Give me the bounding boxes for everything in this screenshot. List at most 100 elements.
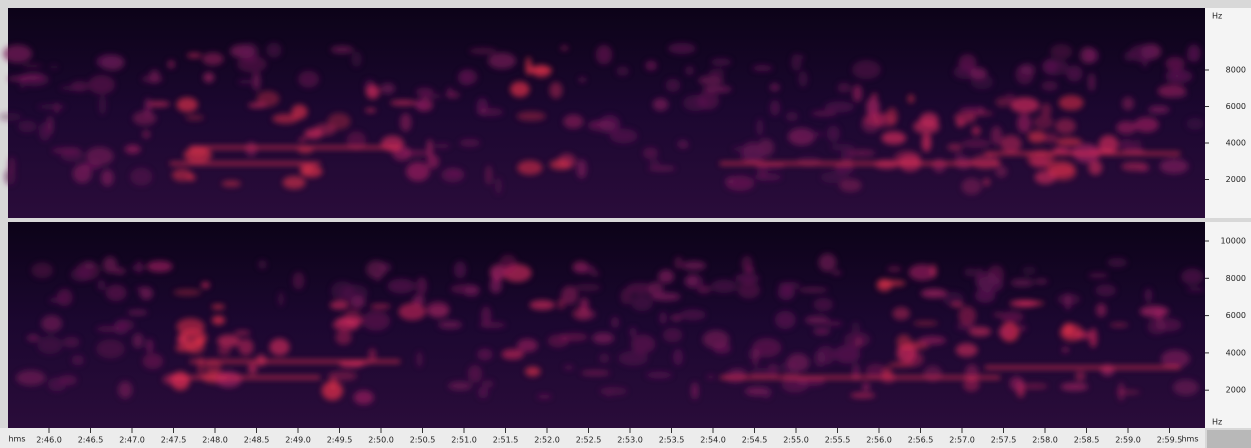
energy-streak <box>720 376 1000 379</box>
energy-blob <box>887 266 901 272</box>
energy-blob <box>1181 268 1203 284</box>
energy-blob <box>187 53 202 58</box>
energy-blob <box>269 338 289 355</box>
energy-blob <box>674 257 683 270</box>
energy-blob <box>63 337 80 348</box>
energy-blob <box>37 104 66 110</box>
energy-blob <box>1116 121 1136 134</box>
freq-label: 2000 <box>1226 386 1246 395</box>
energy-blob <box>293 272 305 290</box>
energy-blob <box>525 366 541 376</box>
energy-blob <box>142 353 163 369</box>
energy-blob <box>1033 115 1053 129</box>
energy-blob <box>147 261 173 272</box>
energy-blob <box>238 339 253 356</box>
energy-blob <box>1095 284 1116 296</box>
time-label: 2:59.0 <box>1115 436 1141 445</box>
energy-blob <box>1030 156 1049 167</box>
energy-blob <box>22 64 42 68</box>
energy-blob <box>960 107 984 112</box>
energy-blob <box>930 264 937 278</box>
energy-blob <box>976 276 1003 292</box>
energy-blob <box>961 178 981 195</box>
freq-label: 6000 <box>1226 311 1246 320</box>
energy-blob <box>248 363 257 374</box>
energy-blob <box>851 322 860 334</box>
energy-blob <box>1060 383 1088 391</box>
energy-blob <box>1022 266 1036 275</box>
energy-blob <box>101 169 114 186</box>
energy-blob <box>218 345 231 356</box>
energy-blob <box>659 312 666 325</box>
time-label: 2:46.5 <box>78 436 104 445</box>
time-label: 2:53.0 <box>617 436 643 445</box>
spectrogram-window: Hz Hz hms hms 80006000400020001000080006… <box>0 0 1251 448</box>
energy-blob <box>725 175 754 190</box>
energy-blob <box>549 82 562 99</box>
energy-blob <box>18 120 36 132</box>
energy-blob <box>136 287 144 292</box>
energy-blob <box>813 328 830 335</box>
energy-blob <box>956 343 978 357</box>
energy-blob <box>730 368 748 375</box>
energy-blob <box>1161 350 1190 368</box>
energy-blob <box>168 60 175 68</box>
energy-blob <box>682 261 706 271</box>
energy-blob <box>1000 135 1021 152</box>
energy-blob <box>757 119 764 137</box>
energy-blob <box>133 111 157 125</box>
energy-blob <box>184 147 212 163</box>
energy-blob <box>897 334 912 349</box>
energy-blob <box>680 309 706 320</box>
time-label: 2:46.0 <box>36 436 62 445</box>
energy-blob <box>481 306 491 325</box>
energy-blob <box>195 336 204 346</box>
energy-blob <box>517 160 542 175</box>
energy-blob <box>920 112 939 127</box>
time-label: 2:58.5 <box>1074 436 1100 445</box>
energy-blob <box>266 43 281 58</box>
energy-blob <box>351 51 361 67</box>
energy-blob <box>258 260 267 269</box>
energy-blob <box>741 256 752 272</box>
energy-blob <box>335 330 351 344</box>
energy-blob <box>278 292 284 307</box>
energy-blob <box>482 380 494 387</box>
energy-blob <box>99 95 107 115</box>
energy-blob <box>709 69 725 76</box>
top-freq-axis <box>1205 8 1251 218</box>
time-label: 2:57.5 <box>991 436 1017 445</box>
energy-blob <box>577 309 597 319</box>
energy-blob <box>863 113 886 126</box>
energy-blob <box>919 336 946 345</box>
energy-blob <box>60 85 86 91</box>
energy-blob <box>549 159 571 169</box>
energy-blob <box>849 150 876 157</box>
energy-blob <box>832 271 842 275</box>
bottom-unit: Hz <box>1212 418 1222 427</box>
energy-blob <box>630 327 637 337</box>
energy-blob <box>387 279 415 294</box>
energy-blob <box>202 52 224 65</box>
energy-blob <box>827 126 840 142</box>
energy-blob <box>1148 105 1169 113</box>
energy-blob <box>991 126 1002 145</box>
energy-blob <box>707 375 715 379</box>
energy-blob <box>527 66 553 75</box>
energy-blob <box>398 303 426 320</box>
energy-blob <box>1109 323 1128 327</box>
energy-blob <box>1170 92 1188 98</box>
energy-blob <box>605 389 612 397</box>
energy-blob <box>563 114 583 128</box>
energy-blob <box>416 277 427 295</box>
energy-blob <box>964 268 976 277</box>
time-label: 2:58.0 <box>1032 436 1058 445</box>
corner <box>1207 430 1251 448</box>
energy-blob <box>962 139 991 148</box>
energy-blob <box>798 288 828 292</box>
top-unit: Hz <box>1212 12 1222 21</box>
energy-blob <box>448 382 472 391</box>
energy-blob <box>298 71 319 88</box>
energy-blob <box>8 157 15 173</box>
energy-blob <box>648 166 676 171</box>
